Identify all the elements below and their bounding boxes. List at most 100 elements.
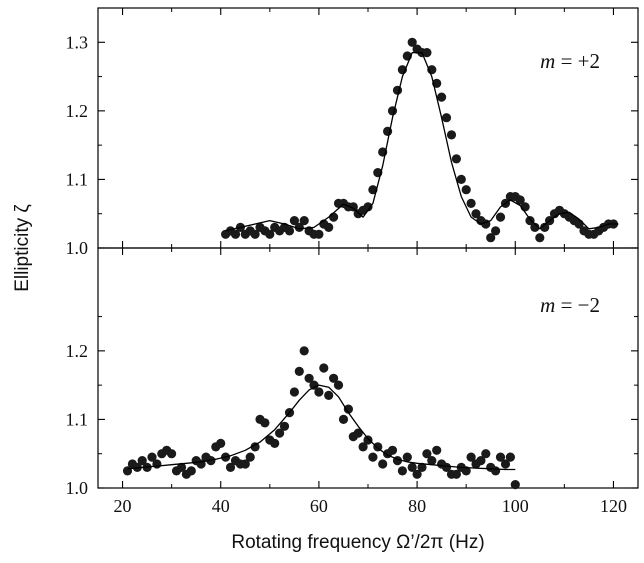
x-tick-label: 40 bbox=[212, 496, 230, 516]
bottom-data-point bbox=[476, 456, 486, 466]
y-tick-label: 1.0 bbox=[66, 238, 89, 258]
top-data-point bbox=[466, 198, 476, 208]
bottom-data-point bbox=[167, 449, 177, 459]
top-data-point bbox=[363, 202, 373, 212]
bottom-data-point bbox=[432, 445, 442, 455]
bottom-data-point bbox=[491, 466, 501, 476]
bottom-data-point bbox=[505, 452, 515, 462]
top-data-point bbox=[461, 185, 471, 195]
bottom-data-point bbox=[451, 469, 461, 479]
top-data-point bbox=[299, 216, 309, 226]
bottom-fit-curve bbox=[127, 384, 516, 471]
bottom-data-point bbox=[368, 452, 378, 462]
bottom-data-point bbox=[240, 459, 250, 469]
top-data-point bbox=[515, 195, 525, 205]
bottom-data-point bbox=[152, 459, 162, 469]
bottom-data-point bbox=[417, 462, 427, 472]
top-data-point bbox=[284, 226, 295, 236]
bottom-mode-label: m = −2 bbox=[540, 293, 600, 317]
top-data-point bbox=[525, 216, 535, 226]
y-tick-label: 1.3 bbox=[66, 32, 89, 52]
top-data-point bbox=[446, 130, 457, 140]
y-tick-label: 1.2 bbox=[66, 341, 89, 361]
bottom-data-point bbox=[407, 462, 417, 472]
bottom-data-point bbox=[500, 459, 511, 469]
bottom-data-point bbox=[427, 456, 437, 466]
y-tick-label: 1.1 bbox=[66, 409, 89, 429]
top-mode-label: m = +2 bbox=[540, 49, 600, 73]
y-tick-label: 1.1 bbox=[66, 169, 89, 189]
bottom-data-point bbox=[147, 452, 157, 462]
top-data-point bbox=[491, 226, 501, 236]
top-data-point bbox=[495, 212, 506, 222]
bottom-data-point bbox=[250, 442, 260, 452]
top-fit-curve bbox=[225, 51, 619, 232]
top-data-point bbox=[486, 233, 496, 243]
bottom-data-point bbox=[363, 435, 373, 445]
bottom-data-point bbox=[245, 452, 255, 462]
top-data-point bbox=[456, 174, 466, 184]
top-data-point bbox=[387, 106, 398, 116]
top-data-point bbox=[289, 216, 299, 226]
bottom-data-point bbox=[176, 462, 187, 472]
bottom-data-point bbox=[319, 363, 329, 373]
bottom-data-point bbox=[279, 421, 290, 431]
top-data-point bbox=[471, 209, 481, 219]
bottom-data-point bbox=[289, 387, 299, 397]
y-tick-label: 1.2 bbox=[66, 101, 89, 121]
bottom-data-point bbox=[294, 366, 304, 376]
bottom-data-point bbox=[329, 373, 339, 383]
bottom-data-point bbox=[186, 466, 196, 476]
x-tick-label: 80 bbox=[408, 496, 426, 516]
bottom-plot-frame bbox=[97, 247, 639, 489]
y-tick-label: 1.0 bbox=[66, 478, 89, 498]
panel-bottom-plot: 20 40 60 80 100 120 1.0 1.1 1.2 m = −2 bbox=[66, 247, 639, 516]
top-data-point bbox=[250, 229, 260, 239]
top-data-point bbox=[230, 229, 241, 239]
bottom-data-point bbox=[481, 449, 491, 459]
bottom-data-point bbox=[304, 373, 314, 383]
top-data-point bbox=[451, 154, 461, 164]
x-tick-label: 120 bbox=[600, 496, 627, 516]
bottom-data-point bbox=[422, 449, 432, 459]
top-data-point bbox=[324, 222, 334, 232]
bottom-data-point bbox=[441, 462, 452, 472]
bottom-data-point bbox=[137, 456, 147, 466]
bottom-data-point bbox=[225, 462, 236, 472]
bottom-data-point bbox=[333, 380, 344, 390]
bottom-data-point bbox=[260, 418, 270, 428]
top-data-point bbox=[437, 92, 447, 102]
x-tick-label: 100 bbox=[502, 496, 529, 516]
top-data-point bbox=[348, 202, 358, 212]
bottom-data-point bbox=[461, 466, 471, 476]
bottom-data-point bbox=[466, 452, 476, 462]
top-data-point bbox=[535, 233, 545, 243]
bottom-data-point bbox=[309, 380, 319, 390]
top-data-point bbox=[265, 229, 275, 239]
top-data-point bbox=[392, 85, 403, 95]
bottom-data-point bbox=[338, 414, 349, 424]
bottom-data-point bbox=[397, 466, 407, 476]
top-data-point bbox=[329, 212, 339, 222]
top-data-point bbox=[422, 48, 432, 58]
top-data-point bbox=[294, 222, 304, 232]
bottom-data-point bbox=[343, 404, 353, 414]
bottom-data-point bbox=[387, 445, 398, 455]
top-data-point bbox=[407, 37, 417, 47]
top-data-point bbox=[314, 229, 324, 239]
bottom-data-point bbox=[324, 390, 334, 400]
top-data-point bbox=[540, 222, 550, 232]
bottom-data-point bbox=[495, 452, 506, 462]
bottom-data-point bbox=[314, 387, 324, 397]
bottom-data-point bbox=[353, 428, 363, 438]
bottom-data-point bbox=[358, 442, 368, 452]
bottom-data-point bbox=[412, 469, 422, 479]
bottom-data-point bbox=[510, 480, 520, 490]
bottom-data-point bbox=[378, 459, 388, 469]
top-data-point bbox=[441, 113, 452, 123]
bottom-data-point bbox=[216, 438, 226, 448]
top-data-point bbox=[530, 222, 540, 232]
bottom-data-point bbox=[270, 438, 280, 448]
